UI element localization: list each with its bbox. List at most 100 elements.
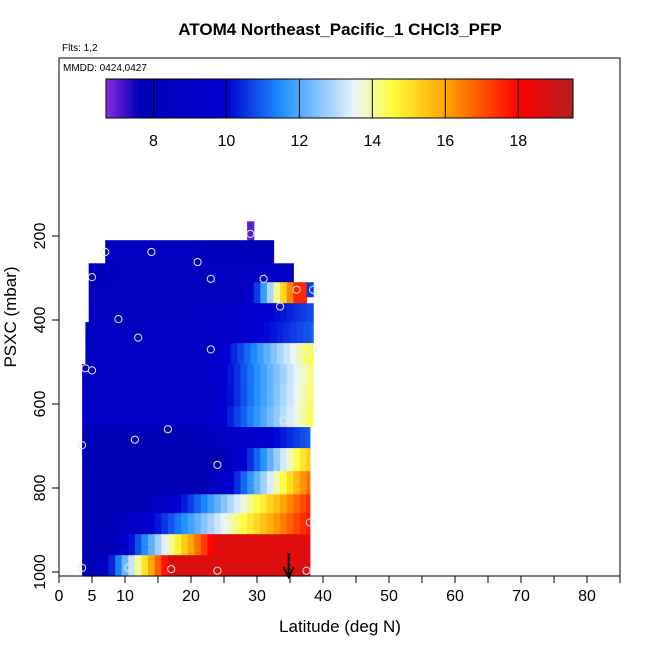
sample-point: [193, 257, 202, 267]
heatmap-cell: [82, 427, 90, 449]
x-tick-label: 30: [248, 588, 266, 605]
heatmap-cell: [134, 406, 143, 428]
heatmap-cell: [167, 263, 176, 283]
heatmap-cell: [280, 427, 288, 449]
sample-point: [206, 345, 215, 354]
heatmap-cell: [134, 471, 143, 495]
heatmap-cell: [217, 240, 225, 264]
heatmap-cell: [266, 303, 275, 323]
heatmap-row: [88, 282, 308, 304]
heatmap-cell: [174, 513, 182, 535]
heatmap-cell: [111, 343, 119, 365]
heatmap-cell: [194, 471, 202, 495]
heatmap-cell: [233, 406, 242, 428]
heatmap-cell: [88, 448, 96, 472]
heatmap-cell: [128, 471, 136, 495]
heatmap-cell: [306, 534, 311, 556]
heatmap-cell: [200, 471, 209, 495]
heatmap-cell: [161, 534, 169, 556]
heatmap-cell: [214, 263, 222, 283]
heatmap-cell: [121, 448, 129, 472]
heatmap-cell: [171, 240, 179, 264]
heatmap-cell: [214, 513, 222, 535]
heatmap-cell: [247, 221, 255, 241]
heatmap-cell: [263, 240, 271, 264]
heatmap-cell: [253, 471, 261, 495]
heatmap-row: [88, 263, 294, 283]
heatmap-cell: [148, 513, 156, 535]
heatmap-cell: [247, 282, 255, 304]
heatmap-cell: [161, 406, 169, 428]
heatmap-cell: [128, 282, 136, 304]
heatmap-cell: [181, 534, 189, 556]
heatmap-cell: [299, 303, 308, 323]
heatmap-cell: [101, 427, 110, 449]
heatmap-cell: [309, 322, 314, 344]
heatmap-cell: [154, 471, 162, 495]
heatmap-cell: [151, 322, 159, 344]
heatmap-cell: [101, 448, 110, 472]
heatmap-row: [247, 221, 255, 241]
heatmap-cell: [194, 364, 202, 386]
heatmap-cell: [217, 322, 225, 344]
heatmap-cell: [266, 282, 275, 304]
heatmap-cell: [158, 343, 166, 365]
heatmap-row: [82, 534, 311, 556]
heatmap-cell: [303, 343, 311, 365]
heatmap-cell: [95, 555, 103, 577]
heatmap-cell: [118, 240, 126, 264]
heatmap-cell: [253, 282, 261, 304]
heatmap-cell: [207, 448, 215, 472]
heatmap-cell: [154, 385, 162, 407]
heatmap-cell: [214, 385, 222, 407]
heatmap-cell: [181, 494, 189, 514]
heatmap-cell: [167, 282, 176, 304]
heatmap-cell: [220, 448, 228, 472]
heatmap-cell: [260, 282, 268, 304]
heatmap-cell: [125, 343, 133, 365]
heatmap-cell: [200, 494, 209, 514]
heatmap-cell: [247, 448, 255, 472]
heatmap-cell: [299, 555, 308, 577]
heatmap-cell: [121, 282, 129, 304]
heatmap-cell: [243, 240, 251, 264]
heatmap-cell: [293, 513, 301, 535]
heatmap-cell: [247, 513, 255, 535]
heatmap-cell: [95, 471, 103, 495]
heatmap-cell: [101, 471, 110, 495]
heatmap-cell: [306, 406, 314, 428]
heatmap-cell: [115, 513, 123, 535]
heatmap-cell: [224, 322, 232, 344]
heatmap-cell: [240, 448, 248, 472]
heatmap-cell: [276, 343, 284, 365]
heatmap-cell: [273, 406, 281, 428]
heatmap-cell: [161, 282, 169, 304]
heatmap-cell: [280, 494, 288, 514]
heatmap-cell: [233, 494, 242, 514]
heatmap-cell: [101, 303, 110, 323]
heatmap-cell: [154, 555, 162, 577]
heatmap-cell: [260, 364, 268, 386]
heatmap-cell: [214, 282, 222, 304]
heatmap-cell: [187, 448, 195, 472]
sample-point: [78, 563, 87, 572]
heatmap-cell: [220, 385, 228, 407]
heatmap-cell: [293, 534, 301, 556]
heatmap-cell: [200, 385, 209, 407]
heatmap-cell: [273, 494, 281, 514]
heatmap-cell: [121, 513, 129, 535]
heatmap-cell: [273, 385, 281, 407]
heatmap-cell: [167, 471, 176, 495]
heatmap-cell: [115, 448, 123, 472]
heatmap-cell: [280, 303, 288, 323]
heatmap-cell: [280, 471, 288, 495]
heatmap-cell: [233, 263, 242, 283]
heatmap-cell: [283, 322, 291, 344]
heatmap-cell: [240, 364, 248, 386]
heatmap-cell: [164, 343, 172, 365]
heatmap-cell: [121, 263, 129, 283]
heatmap-cell: [240, 406, 248, 428]
heatmap-cell: [260, 263, 268, 283]
heatmap-cell: [214, 555, 222, 577]
heatmap-cell: [303, 322, 311, 344]
